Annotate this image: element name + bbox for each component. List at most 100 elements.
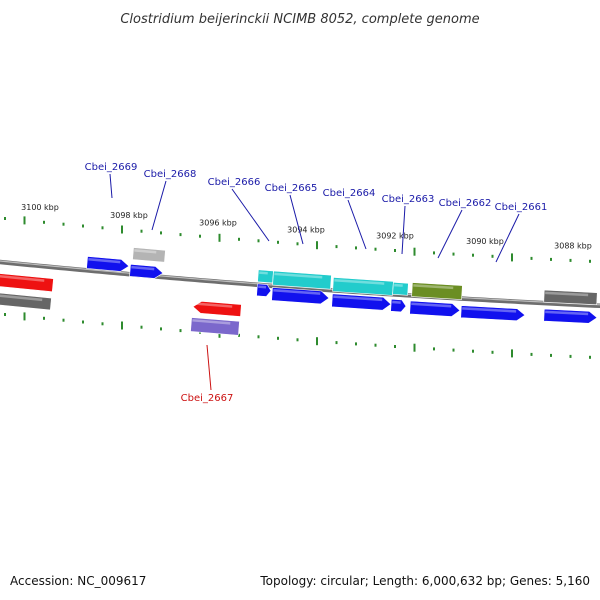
gene-arrow	[411, 282, 463, 300]
scale-tick	[238, 237, 240, 241]
gene-feature[interactable]	[411, 282, 463, 300]
gene-arrow	[271, 287, 330, 305]
scale-tick	[413, 343, 416, 352]
gene-feature[interactable]	[392, 282, 409, 296]
gene-arrow	[129, 263, 164, 279]
gene-highlight	[192, 319, 231, 325]
scale-tick	[277, 336, 279, 340]
outer-tick-track	[4, 216, 591, 263]
gene-feature[interactable]	[331, 293, 392, 311]
scale-tick	[140, 229, 143, 233]
scale-tick	[569, 258, 572, 262]
gene-arrow	[272, 270, 332, 290]
scale-tick	[355, 342, 357, 346]
gene-highlight	[333, 295, 383, 302]
gene-feature[interactable]	[129, 263, 164, 279]
gene-highlight	[259, 271, 268, 275]
gene-highlight	[462, 307, 517, 313]
gene-arrow	[0, 272, 54, 293]
gene-feature[interactable]	[409, 300, 461, 317]
gene-features	[0, 247, 598, 336]
gene-highlight	[88, 258, 121, 264]
scale-tick	[452, 252, 455, 256]
scale-tick	[589, 355, 591, 359]
gene-highlight	[411, 302, 452, 308]
scale-tick	[530, 352, 533, 356]
scale-tick	[394, 345, 396, 348]
scale-tick	[296, 242, 299, 246]
gene-feature[interactable]	[86, 256, 130, 272]
scale-tick	[199, 234, 201, 238]
scale-tick	[4, 313, 6, 316]
gene-label[interactable]: Cbei_2666	[208, 177, 261, 188]
gene-label[interactable]: Cbei_2667	[181, 393, 234, 404]
scale-tick	[82, 320, 84, 324]
gene-arrow	[460, 305, 526, 322]
gene-feature[interactable]	[190, 317, 240, 336]
scale-tick	[101, 226, 104, 230]
scale-tick	[296, 338, 299, 342]
gene-leader-line	[347, 199, 367, 250]
scale-tick	[569, 354, 572, 358]
gene-arrow	[390, 298, 407, 313]
gene-feature[interactable]	[257, 269, 274, 284]
gene-feature[interactable]	[0, 272, 54, 293]
gene-arrow	[543, 308, 598, 324]
scale-tick	[179, 329, 182, 333]
gene-arrow	[192, 301, 242, 317]
gene-label[interactable]: Cbei_2665	[265, 183, 318, 194]
gene-leader-line	[206, 344, 212, 391]
gene-feature[interactable]	[272, 270, 332, 290]
scale-tick	[82, 224, 84, 228]
gene-leader-line	[109, 173, 113, 199]
scale-tick	[257, 239, 260, 243]
gene-highlight	[392, 300, 401, 304]
gene-feature[interactable]	[132, 247, 166, 263]
gene-feature[interactable]	[256, 283, 272, 297]
gene-highlight	[394, 283, 403, 287]
scale-tick	[433, 251, 435, 255]
gene-leader-line	[231, 188, 270, 242]
scale-tick	[316, 337, 318, 346]
gene-feature[interactable]	[390, 298, 407, 313]
gene-feature[interactable]	[271, 287, 330, 305]
scale-tick	[277, 240, 279, 244]
gene-arrow	[392, 282, 409, 296]
scale-tick	[433, 347, 435, 351]
gene-feature[interactable]	[543, 289, 598, 305]
scale-tick	[238, 333, 240, 337]
scale-label: 3098 kbp	[110, 211, 148, 220]
gene-highlight	[258, 285, 267, 289]
gene-feature[interactable]	[332, 277, 394, 296]
gene-label[interactable]: Cbei_2664	[323, 188, 376, 199]
scale-tick	[452, 348, 455, 352]
map-title: Clostridium beijerinckii NCIMB 8052, com…	[120, 12, 479, 27]
gene-label[interactable]: Cbei_2662	[439, 198, 492, 209]
scale-tick	[218, 233, 221, 242]
scale-tick	[413, 247, 416, 256]
scale-tick	[257, 335, 260, 339]
gene-arrow	[543, 289, 598, 305]
scale-tick	[4, 217, 6, 220]
scale-tick	[355, 246, 357, 250]
gene-label[interactable]: Cbei_2663	[382, 194, 435, 205]
gene-highlight	[194, 302, 233, 308]
gene-feature[interactable]	[543, 308, 598, 324]
scale-tick	[121, 321, 123, 330]
gene-feature[interactable]	[192, 301, 242, 317]
gene-label[interactable]: Cbei_2661	[495, 202, 548, 213]
scale-label: 3094 kbp	[287, 225, 325, 234]
scale-tick	[62, 318, 65, 322]
gene-label[interactable]: Cbei_2668	[144, 169, 197, 180]
scale-tick	[160, 231, 162, 235]
gene-highlight	[134, 249, 157, 254]
gene-leader-line	[437, 209, 463, 259]
scale-tick	[374, 343, 377, 347]
gene-feature[interactable]	[460, 305, 526, 322]
scale-tick	[23, 216, 26, 225]
gene-leader-line	[289, 194, 304, 245]
gene-label[interactable]: Cbei_2669	[85, 162, 138, 173]
gene-feature[interactable]	[0, 292, 52, 311]
scale-tick	[62, 222, 65, 226]
